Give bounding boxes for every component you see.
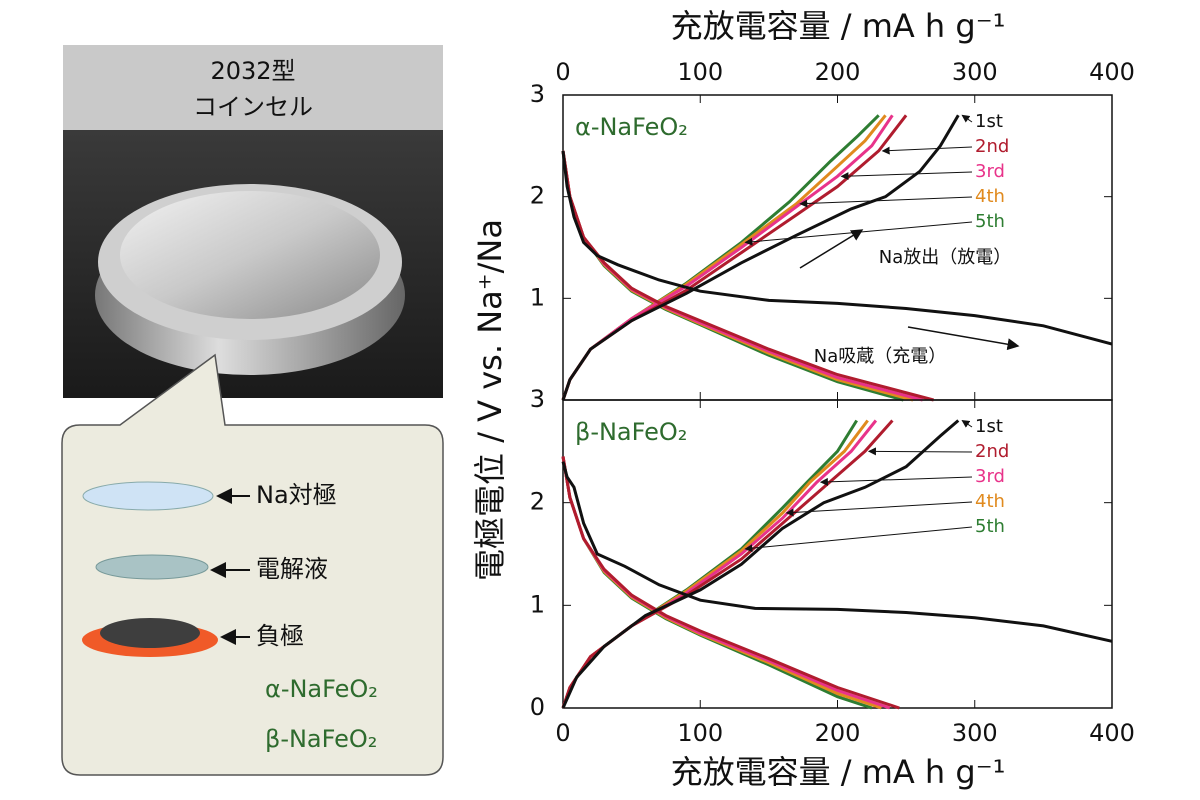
annotation: Na吸蔵（充電） [814, 346, 947, 367]
callout-box [61, 353, 444, 776]
legend-arrow [744, 526, 973, 553]
legend-label: 5th [975, 211, 1005, 232]
coin-top [120, 191, 380, 319]
legend-arrow [744, 221, 973, 246]
y-tick-label: 3 [530, 80, 545, 108]
legend-label: 2nd [975, 136, 1009, 157]
y-axis-title: 電極電位 / V vs. Na⁺/Na [471, 219, 509, 581]
legend-label: 1st [975, 416, 1003, 437]
diagram-label: 電解液 [256, 555, 328, 583]
panel-label: β-NaFeO₂ [575, 418, 687, 446]
cell-label: コインセル [193, 93, 313, 121]
annotation-arrow [907, 326, 1020, 351]
label-box [63, 45, 443, 130]
legend-arrow [799, 196, 973, 208]
legend-label: 1st [975, 111, 1003, 132]
plot-frame [562, 399, 1113, 709]
panel-label: α-NaFeO₂ [575, 113, 688, 141]
y-tick-label: 2 [530, 488, 545, 516]
x-tick-label: 100 [677, 58, 723, 86]
x-axis-title: 充放電容量 / mA h g⁻¹ [671, 753, 1006, 791]
electrolyte [95, 554, 209, 580]
y-tick-label: 2 [530, 182, 545, 210]
x-tick-label: 0 [555, 58, 570, 86]
x-tick-label: 200 [815, 719, 861, 747]
callout: Na対極 電解液 負極 α-NaFeO₂ β-NaFeO₂ [61, 353, 444, 776]
legend-arrow [961, 419, 973, 428]
x-axis-title: 充放電容量 / mA h g⁻¹ [671, 7, 1006, 45]
annotation: Na放出（放電） [879, 247, 1012, 268]
legend-label: 3rd [975, 466, 1005, 487]
x-tick-label: 400 [1089, 58, 1135, 86]
legend-label: 5th [975, 516, 1005, 537]
x-tick-label: 200 [815, 58, 861, 86]
cycle-line [561, 114, 1113, 401]
anode [100, 618, 200, 648]
legend-arrow [881, 146, 973, 155]
photo-panel: 2032型 コインセル [63, 45, 443, 398]
x-tick-label: 100 [677, 719, 723, 747]
x-tick-label: 0 [555, 719, 570, 747]
diagram-label: Na対極 [256, 481, 337, 509]
cycle-line [561, 419, 882, 710]
y-tick-label: 3 [530, 385, 545, 413]
annotation-arrow [799, 229, 864, 269]
legend-label: 3rd [975, 161, 1005, 182]
legend-arrow [785, 501, 973, 517]
cycle-line [561, 419, 873, 710]
legend-arrow [867, 447, 973, 456]
na-electrode [82, 481, 214, 511]
diagram-label: 負極 [256, 622, 304, 650]
legend-arrow [840, 171, 973, 181]
legend-arrow [961, 114, 973, 123]
x-tick-label: 300 [952, 719, 998, 747]
legend-arrow [819, 476, 973, 486]
cycle-line [561, 419, 1113, 709]
x-tick-label: 400 [1089, 719, 1135, 747]
material-label: β-NaFeO₂ [265, 725, 377, 753]
cycle-line [561, 419, 891, 710]
y-tick-label: 1 [530, 590, 545, 618]
legend-label: 4th [975, 491, 1005, 512]
legend-label: 2nd [975, 441, 1009, 462]
y-tick-label: 1 [530, 283, 545, 311]
material-label: α-NaFeO₂ [265, 675, 378, 703]
y-tick-label: 0 [530, 693, 545, 721]
x-tick-label: 300 [952, 58, 998, 86]
cell-label: 2032型 [210, 57, 295, 85]
cycle-line [561, 419, 900, 710]
legend-label: 4th [975, 186, 1005, 207]
